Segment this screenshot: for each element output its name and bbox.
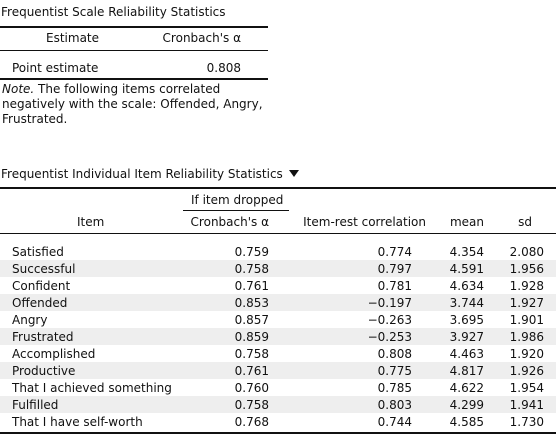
item-mean: 3.744 — [449, 296, 484, 310]
note-line: negatively with the scale: Offended, Ang… — [2, 97, 263, 111]
header-item-rest-correlation: Item-rest correlation — [303, 215, 426, 229]
table-top-rule — [0, 26, 268, 28]
table-row: Successful 0.758 0.797 4.591 1.956 — [0, 260, 556, 277]
table-row: Productive 0.761 0.775 4.817 1.926 — [0, 362, 556, 379]
table-note: Note. The following items correlated neg… — [2, 82, 263, 127]
item-reliability-title-text: Frequentist Individual Item Reliability … — [1, 167, 283, 181]
alpha-if-dropped: 0.859 — [234, 330, 269, 344]
table-top-rule — [0, 187, 556, 189]
item-name: Productive — [12, 364, 76, 378]
item-sd: 1.986 — [509, 330, 544, 344]
table-row: Confident 0.761 0.781 4.634 1.928 — [0, 277, 556, 294]
item-name: Frustrated — [12, 330, 74, 344]
item-mean: 4.591 — [449, 262, 484, 276]
item-mean: 4.354 — [449, 245, 484, 259]
dropdown-triangle-icon[interactable] — [288, 170, 299, 177]
item-sd: 1.927 — [509, 296, 544, 310]
item-rest-correlation: −0.263 — [367, 313, 412, 327]
item-mean: 3.927 — [449, 330, 484, 344]
group-header-if-item-dropped: If item dropped — [191, 193, 284, 207]
item-name: Confident — [12, 279, 71, 293]
table-row: That I achieved something 0.760 0.785 4.… — [0, 379, 556, 396]
item-sd: 2.080 — [509, 245, 544, 259]
item-rest-correlation: 0.774 — [377, 245, 412, 259]
item-sd: 1.941 — [509, 398, 544, 412]
table-row: Fulfilled 0.758 0.803 4.299 1.941 — [0, 396, 556, 413]
item-sd: 1.920 — [509, 347, 544, 361]
table-bottom-rule — [0, 432, 556, 434]
item-rest-correlation: −0.197 — [367, 296, 412, 310]
table-row: Offended 0.853 −0.197 3.744 1.927 — [0, 294, 556, 311]
item-name: Fulfilled — [12, 398, 59, 412]
header-sd: sd — [518, 215, 532, 229]
item-rest-correlation: 0.785 — [377, 381, 412, 395]
header-rule — [0, 233, 556, 234]
item-sd: 1.954 — [509, 381, 544, 395]
alpha-if-dropped: 0.758 — [234, 347, 269, 361]
item-mean: 4.463 — [449, 347, 484, 361]
item-rest-correlation: −0.253 — [367, 330, 412, 344]
group-header-rule — [183, 210, 289, 211]
table-row: Frustrated 0.859 −0.253 3.927 1.986 — [0, 328, 556, 345]
item-rest-correlation: 0.803 — [377, 398, 412, 412]
item-mean: 4.585 — [449, 415, 484, 429]
item-rest-correlation: 0.808 — [377, 347, 412, 361]
alpha-if-dropped: 0.758 — [234, 398, 269, 412]
item-mean: 4.817 — [449, 364, 484, 378]
note-label: Note. — [2, 82, 35, 96]
item-rest-correlation: 0.797 — [377, 262, 412, 276]
note-line: Frustrated. — [2, 112, 68, 126]
alpha-if-dropped: 0.768 — [234, 415, 269, 429]
header-item: Item — [77, 215, 105, 229]
header-rule — [0, 50, 268, 51]
alpha-if-dropped: 0.759 — [234, 245, 269, 259]
alpha-if-dropped: 0.761 — [234, 364, 269, 378]
point-estimate-value: 0.808 — [206, 61, 241, 75]
alpha-if-dropped: 0.853 — [234, 296, 269, 310]
item-reliability-table: If item dropped Item Cronbach's α Item-r… — [0, 187, 556, 437]
item-sd: 1.901 — [509, 313, 544, 327]
table-row: Satisfied 0.759 0.774 4.354 2.080 — [0, 243, 556, 260]
scale-reliability-table: Estimate Cronbach's α Point estimate 0.8… — [0, 26, 268, 128]
item-sd: 1.730 — [509, 415, 544, 429]
table-row: Accomplished 0.758 0.808 4.463 1.920 — [0, 345, 556, 362]
note-line: The following items correlated — [34, 82, 221, 96]
table-row: Angry 0.857 −0.263 3.695 1.901 — [0, 311, 556, 328]
item-name: Satisfied — [12, 245, 64, 259]
item-sd: 1.928 — [509, 279, 544, 293]
item-mean: 4.634 — [449, 279, 484, 293]
item-rest-correlation: 0.744 — [377, 415, 412, 429]
alpha-if-dropped: 0.760 — [234, 381, 269, 395]
item-name: Accomplished — [12, 347, 96, 361]
item-mean: 4.299 — [449, 398, 484, 412]
item-name: Offended — [12, 296, 68, 310]
header-cronbach-alpha: Cronbach's α — [162, 31, 241, 45]
scale-reliability-title: Frequentist Scale Reliability Statistics — [1, 5, 226, 19]
alpha-if-dropped: 0.857 — [234, 313, 269, 327]
item-name: Successful — [12, 262, 76, 276]
item-name: Angry — [12, 313, 48, 327]
alpha-if-dropped: 0.761 — [234, 279, 269, 293]
item-rest-correlation: 0.775 — [377, 364, 412, 378]
alpha-if-dropped: 0.758 — [234, 262, 269, 276]
item-rest-correlation: 0.781 — [377, 279, 412, 293]
item-sd: 1.926 — [509, 364, 544, 378]
item-sd: 1.956 — [509, 262, 544, 276]
table-row: That I have self-worth 0.768 0.744 4.585… — [0, 413, 556, 430]
item-mean: 3.695 — [449, 313, 484, 327]
header-estimate: Estimate — [46, 31, 100, 45]
header-cronbach-alpha: Cronbach's α — [190, 215, 269, 229]
item-reliability-title: Frequentist Individual Item Reliability … — [1, 167, 299, 181]
item-name: That I achieved something — [12, 381, 172, 395]
item-name: That I have self-worth — [12, 415, 143, 429]
item-mean: 4.622 — [449, 381, 484, 395]
table-bottom-rule — [0, 78, 268, 80]
header-mean: mean — [449, 215, 484, 229]
point-estimate-label: Point estimate — [12, 61, 99, 75]
